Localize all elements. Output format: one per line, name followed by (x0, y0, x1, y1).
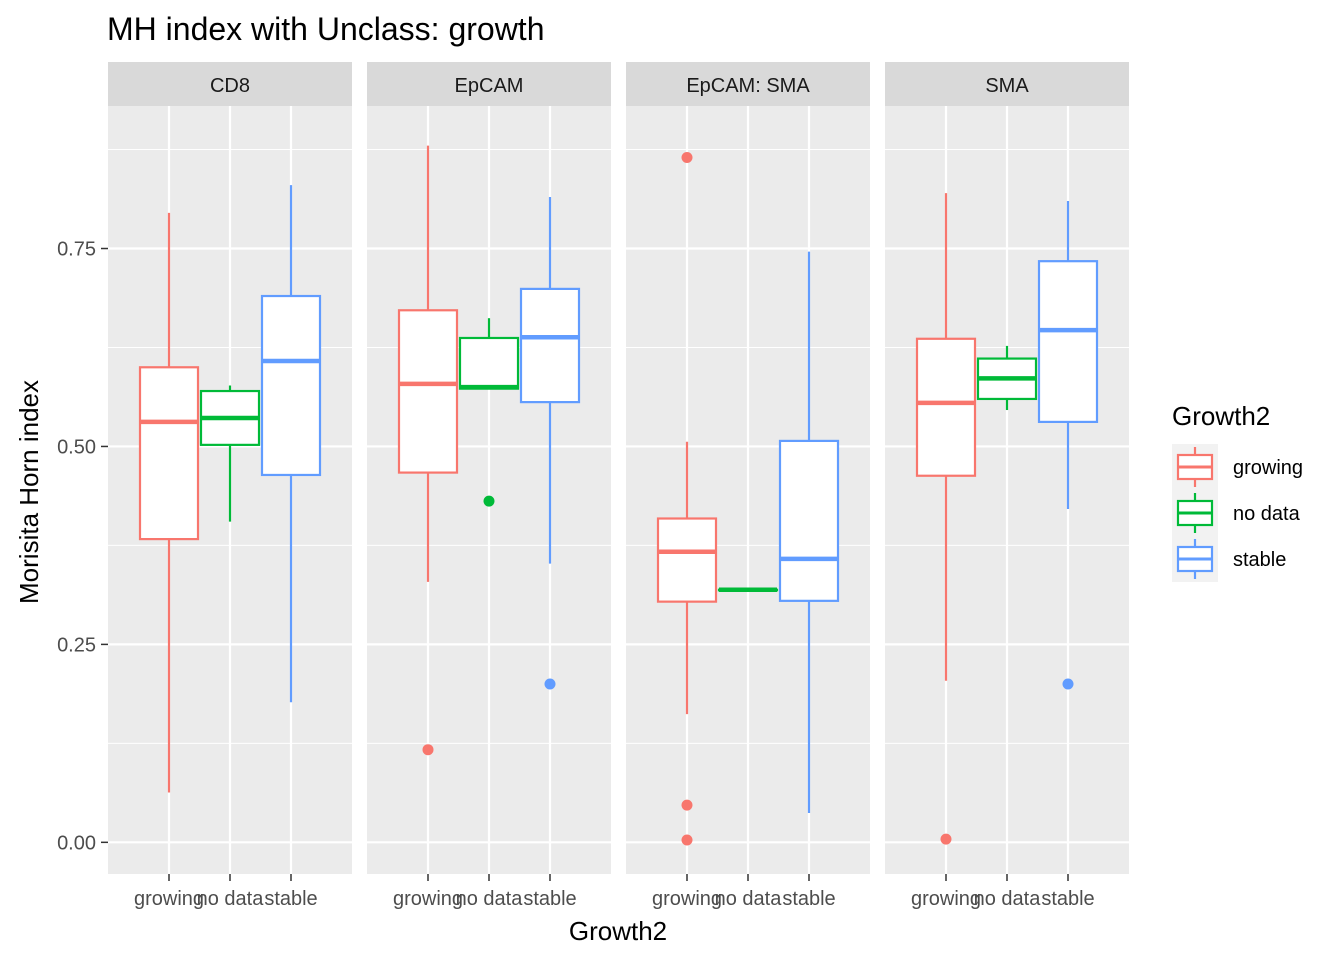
legend-key: no data (1172, 490, 1301, 536)
box-body (260, 294, 322, 477)
legend-label: stable (1233, 549, 1286, 571)
box-body (397, 309, 459, 474)
x-tick-label: stable (1041, 888, 1094, 910)
box (138, 212, 200, 793)
box-body (915, 337, 977, 477)
y-tick-label: 0.75 (57, 239, 96, 261)
legend-key: growing (1172, 444, 1303, 490)
facet-strip (885, 62, 1129, 106)
x-tick-label: stable (264, 888, 317, 910)
y-axis-title: Morisita Horn index (14, 380, 44, 604)
box (260, 185, 322, 703)
outlier-point (422, 744, 434, 756)
legend-title: Growth2 (1172, 401, 1270, 431)
facet-strip-label: EpCAM (455, 75, 524, 97)
y-tick-label: 0.00 (57, 832, 96, 854)
y-axis: 0.00 0.25 0.50 0.75 (57, 239, 108, 854)
box-body (656, 517, 718, 603)
x-tick-label: no data (456, 888, 524, 910)
box (915, 193, 977, 845)
y-tick-label: 0.25 (57, 634, 96, 656)
x-tick-label: no data (197, 888, 265, 910)
x-tick-label: growing (911, 888, 981, 910)
box (717, 587, 779, 593)
facet-strip-label: SMA (985, 75, 1029, 97)
outlier-point (681, 151, 693, 163)
legend-label: no data (1233, 503, 1301, 525)
box (778, 251, 840, 814)
x-tick-label: growing (393, 888, 463, 910)
box (458, 318, 520, 507)
outlier-point (483, 495, 495, 507)
x-tick-label: growing (134, 888, 204, 910)
box-body (458, 336, 520, 390)
x-tick-label: no data (715, 888, 783, 910)
outlier-point (940, 833, 952, 845)
legend-keys: growing no data stable (1172, 444, 1303, 582)
chart-title: MH index with Unclass: growth (107, 11, 544, 47)
outlier-point (681, 834, 693, 846)
box-body (1037, 260, 1099, 424)
legend-key: stable (1172, 536, 1286, 582)
facet-strip (108, 62, 352, 106)
box-body (138, 366, 200, 541)
x-tick-label: stable (782, 888, 835, 910)
x-axis-title: Growth2 (569, 916, 667, 946)
x-tick-label: no data (974, 888, 1042, 910)
facet-strip (626, 62, 870, 106)
box (1037, 201, 1099, 690)
legend: Growth2 growing no data stable (1172, 401, 1303, 582)
box-body (778, 439, 840, 602)
box (397, 145, 459, 756)
y-tick-label: 0.50 (57, 436, 96, 458)
facet-strip-label: CD8 (210, 75, 250, 97)
box (976, 345, 1038, 411)
box (519, 197, 581, 690)
box (656, 151, 718, 846)
box (199, 385, 261, 522)
box-body (519, 287, 581, 404)
x-tick-label: growing (652, 888, 722, 910)
facet-strip-label: EpCAM: SMA (686, 75, 810, 97)
outlier-point (681, 799, 693, 811)
facet-strip (367, 62, 611, 106)
x-tick-label: stable (523, 888, 576, 910)
outlier-point (1062, 678, 1074, 690)
legend-label: growing (1233, 457, 1303, 479)
outlier-point (544, 678, 556, 690)
